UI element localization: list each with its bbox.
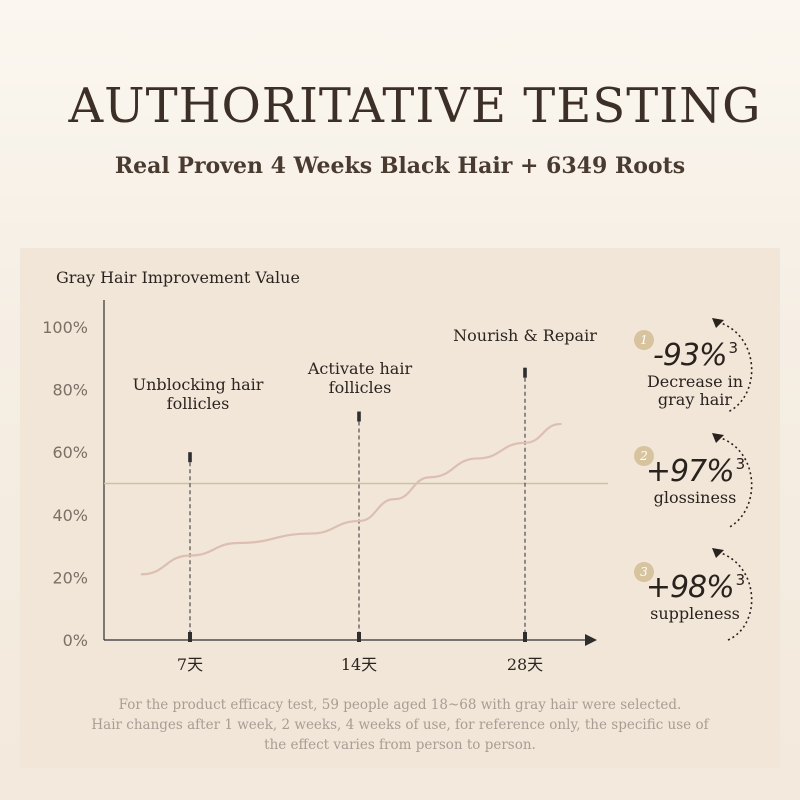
stat-gray-hair: 1 -93% 3 Decrease in gray hair [620,330,770,409]
stage-label-28: Nourish & Repair [453,326,597,345]
stat-index-badge: 1 [634,330,654,350]
chart-title: Gray Hair Improvement Value [56,268,300,287]
y-axis-ticks: 0% 20% 40% 60% 80% 100% [42,318,88,650]
stat-caption: suppleness [650,604,740,623]
x-tick-label: 7天 [177,655,203,674]
stage-marker-cap [357,411,361,422]
stage-marker-cap [188,452,192,463]
chart-panel [20,248,780,768]
stage-label-7: Unblocking hair follicles [132,375,264,413]
page-subtitle: Real Proven 4 Weeks Black Hair + 6349 Ro… [114,153,686,179]
stat-arrows [717,321,753,641]
stat-index-badge: 3 [634,562,654,582]
y-tick-label: 20% [52,568,88,587]
stat-value: +98% 3 [645,570,745,605]
x-tick-label: 14天 [341,655,377,674]
y-tick-label: 100% [42,318,88,337]
x-tick-label: 28天 [507,655,543,674]
page-title: AUTHORITATIVE TESTING [68,78,762,134]
footnote-line: the effect varies from person to person. [264,737,536,753]
arrowhead-icon [712,433,724,443]
stat-glossiness: 2 +97% 3 glossiness [620,446,770,507]
stage-marker-lines [188,367,527,640]
footnote-line: For the product efficacy test, 59 people… [118,697,682,713]
x-axis-ticks: 7天 14天 28天 [177,632,543,674]
stat-caption: Decrease in gray hair [646,372,744,409]
footnote: For the product efficacy test, 59 people… [70,695,730,755]
arrowhead-icon [712,318,724,328]
y-tick-label: 60% [52,443,88,462]
arrowhead-icons [712,318,724,558]
stat-value: -93% 3 [652,338,738,373]
stat-suppleness: 3 +98% 3 suppleness [620,562,770,623]
footnote-line: Hair changes after 1 week, 2 weeks, 4 we… [91,717,709,733]
x-tick-mark [523,632,527,642]
stat-index-badge: 2 [634,446,654,466]
stage-marker-cap [523,367,527,378]
x-axis-arrow [585,634,597,646]
x-tick-mark [188,632,192,642]
y-tick-label: 80% [52,381,88,400]
y-tick-label: 0% [63,631,88,650]
arrowhead-icon [712,548,724,558]
stat-value: +97% 3 [645,454,745,489]
improvement-curve [140,422,562,576]
stat-caption: glossiness [653,488,737,507]
y-tick-label: 40% [52,506,88,525]
x-tick-mark [357,632,361,642]
stage-label-14: Activate hair follicles [307,359,413,397]
